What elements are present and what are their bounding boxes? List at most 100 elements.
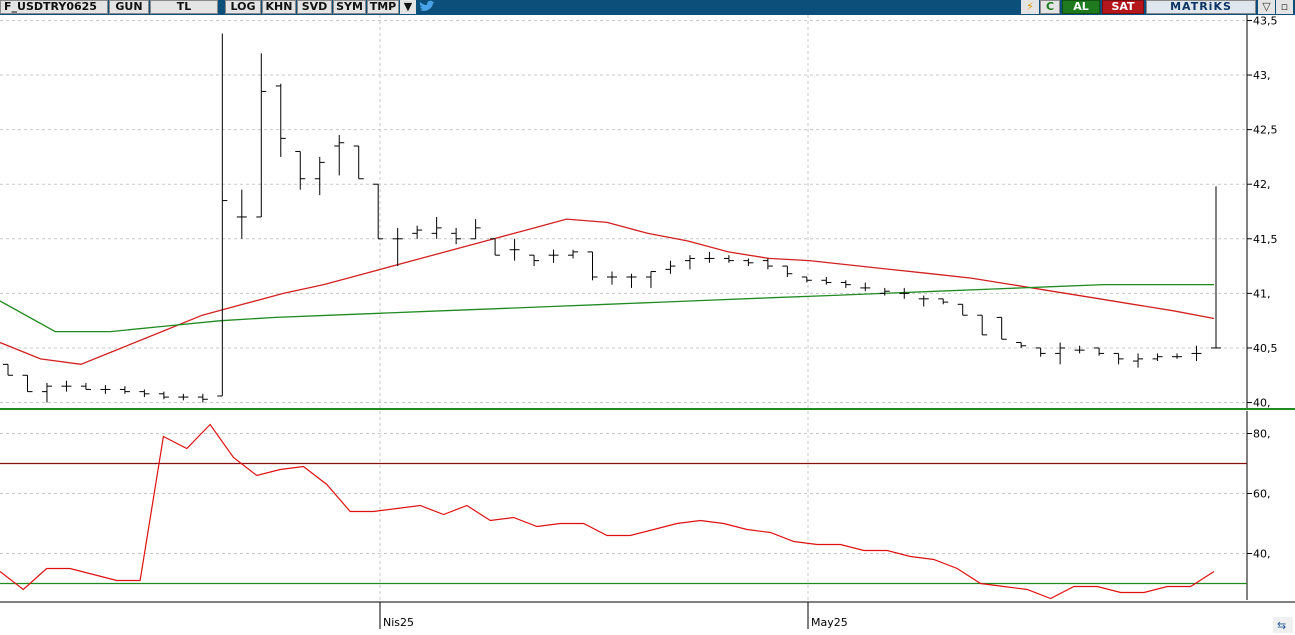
svd-button[interactable]: SVD: [297, 0, 332, 14]
price-panel: 43,5 43, 42,5 42, 41,5 41, 40,5 40,: [0, 15, 1278, 600]
ohlc-bar: [80, 382, 91, 390]
indicator-line: [0, 423, 1215, 600]
ohlc-bar: [178, 393, 189, 401]
ohlc-bar: [626, 273, 637, 288]
ohlc-bar: [314, 156, 325, 196]
ohlc-bar: [704, 251, 715, 263]
ohlc-bar: [119, 386, 130, 394]
ohlc-bar: [684, 255, 695, 270]
ohlc-bar: [1055, 342, 1066, 365]
ohlc-bar: [431, 216, 442, 239]
ohlc-bar: [568, 249, 579, 259]
ohlc-bar: [217, 33, 228, 397]
ohlc-bar: [373, 183, 384, 240]
period-button[interactable]: GUN: [109, 0, 149, 14]
chart-background: [0, 15, 1295, 635]
ohlc-bar: [607, 271, 617, 285]
ohlc-bar: [1113, 352, 1124, 365]
ohlc-bar: [1191, 345, 1202, 362]
sym-button[interactable]: SYM: [333, 0, 366, 14]
x-tick-label: May25: [811, 616, 848, 629]
ohlc-bar: [139, 389, 150, 398]
ohlc-bar: [957, 303, 968, 316]
y-tick-label: 40,: [1253, 397, 1271, 410]
y-tick-label: 43,5: [1253, 15, 1278, 27]
ohlc-bar: [1211, 186, 1221, 349]
refresh-button[interactable]: C: [1040, 0, 1060, 14]
y-tick-label: 80,: [1253, 428, 1271, 441]
ohlc-bar: [840, 280, 851, 288]
ohlc-bar: [899, 287, 910, 299]
ohlc-bar: [743, 258, 754, 267]
ohlc-bar: [762, 258, 773, 270]
ohlc-bar: [295, 150, 306, 190]
ohlc-bar: [782, 265, 793, 277]
ohlc-bar: [509, 238, 520, 261]
ohlc-bar: [529, 254, 540, 267]
ohlc-bar: [3, 363, 13, 376]
y-tick-label: 42,: [1253, 178, 1271, 191]
y-tick-label: 40,: [1253, 548, 1271, 561]
twitter-icon[interactable]: [418, 0, 436, 14]
ohlc-bar: [1016, 342, 1027, 348]
y-tick-label: 41,: [1253, 287, 1271, 300]
indicator-panel: 80, 60, 40,: [0, 411, 1271, 600]
y-tick-label: 41,5: [1253, 233, 1278, 246]
ohlc-bar: [1074, 345, 1085, 354]
brand-logo: MATRiKS: [1146, 0, 1256, 14]
tmp-button[interactable]: TMP: [367, 0, 399, 14]
y-tick-label: 42,5: [1253, 124, 1278, 137]
ohlc-bar: [256, 53, 267, 218]
ohlc-bar: [938, 298, 949, 305]
svg-text:⇆: ⇆: [1277, 619, 1286, 632]
ohlc-bar: [977, 314, 988, 336]
ohlc-bar: [665, 260, 676, 274]
ohlc-bar: [61, 380, 72, 392]
y-tick-label: 43,: [1253, 69, 1271, 82]
ohlc-bar: [1152, 353, 1163, 362]
x-axis: Nis25 May25: [0, 601, 1295, 629]
symbol-field[interactable]: F_USDTRY0625: [0, 0, 108, 14]
y-tick-label: 40,5: [1253, 342, 1278, 355]
moving-average-line: [0, 218, 1215, 365]
ohlc-bar: [275, 83, 286, 157]
ohlc-bar: [548, 249, 559, 263]
buy-button[interactable]: AL: [1062, 0, 1100, 14]
sell-button[interactable]: SAT: [1102, 0, 1144, 14]
ohlc-bar: [801, 276, 812, 283]
ohlc-bar: [334, 135, 345, 176]
ohlc-bar: [41, 382, 52, 403]
ohlc-bar: [22, 374, 33, 393]
ohlc-bar: [1133, 353, 1144, 368]
currency-button[interactable]: TL: [150, 0, 218, 14]
ohlc-bar: [645, 271, 656, 288]
ohlc-bar: [821, 277, 832, 285]
ohlc-bar: [996, 316, 1007, 340]
ohlc-bar: [918, 295, 929, 307]
log-button[interactable]: LOG: [225, 0, 261, 14]
ohlc-bar: [1172, 353, 1183, 359]
corner-icon[interactable]: ⇆: [1273, 617, 1293, 633]
filter-icon[interactable]: ▽: [1258, 0, 1275, 14]
toolbar: F_USDTRY0625 GUN TL LOG KHN SVD SYM TMP …: [0, 0, 1295, 15]
x-tick-label: Nis25: [383, 616, 414, 629]
ohlc-bar: [100, 385, 111, 394]
ohlc-bar: [1035, 347, 1046, 357]
ohlc-bar: [1094, 347, 1105, 356]
ohlc-bar: [723, 255, 734, 263]
dropdown-arrow-icon[interactable]: ▼: [400, 0, 416, 14]
ohlc-bar: [470, 219, 481, 240]
khn-button[interactable]: KHN: [262, 0, 296, 14]
minimize-icon[interactable]: ▫: [1276, 0, 1293, 14]
lightning-icon[interactable]: ⚡: [1021, 0, 1039, 14]
ohlc-bar: [158, 391, 169, 400]
ohlc-bar: [353, 145, 364, 180]
ohlc-bar: [490, 238, 501, 256]
moving-average-line: [0, 283, 1214, 333]
ohlc-bar: [587, 251, 598, 281]
ohlc-bar: [451, 227, 462, 245]
ohlc-bar: [412, 225, 423, 239]
ohlc-bar: [197, 393, 208, 403]
ohlc-bar: [236, 189, 247, 239]
ohlc-bar: [879, 287, 890, 296]
